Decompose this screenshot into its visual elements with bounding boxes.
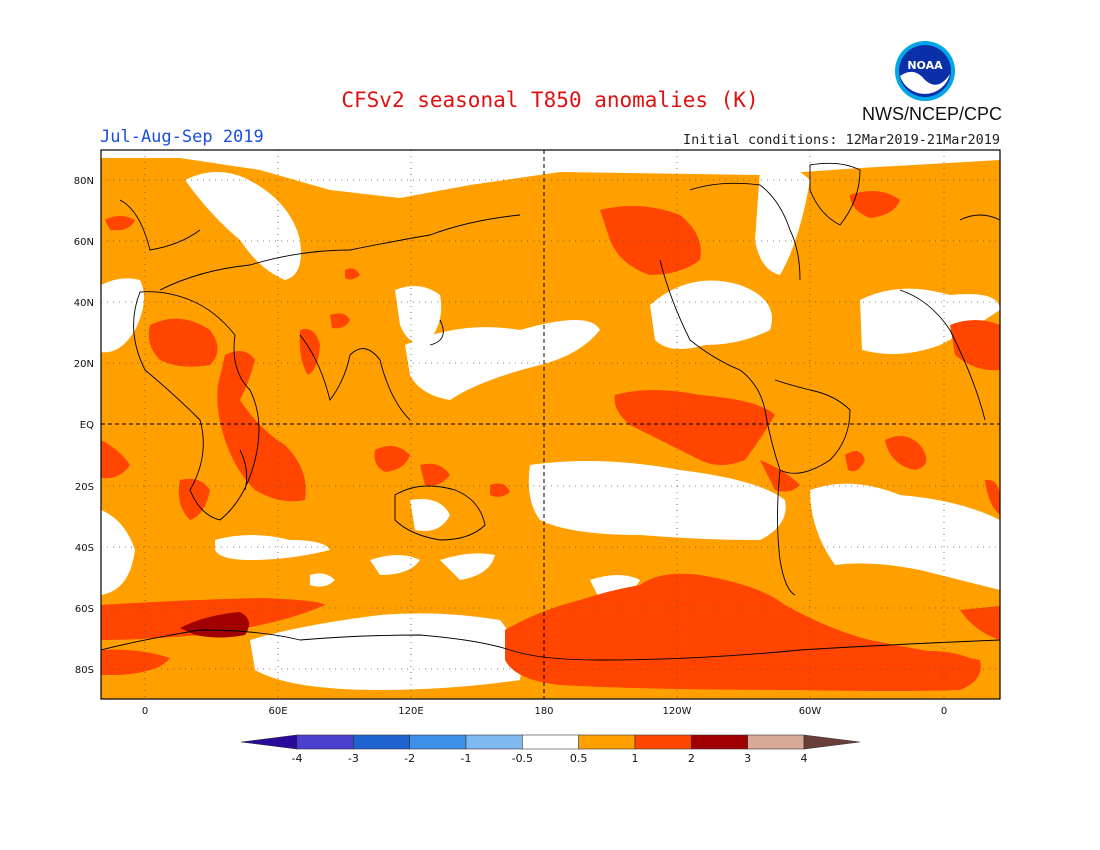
colorbar-swatch [691, 734, 748, 750]
colorbar-label: 2 [688, 752, 695, 765]
moderate-anomaly-regions [101, 191, 1000, 691]
colorbar: -4 -3 -2 -1 -0.5 0.5 1 2 3 4 [240, 734, 861, 765]
lon-tick: 120W [663, 706, 692, 717]
latitude-axis: 80N 60N 40N 20N EQ 20S 40S 60S 80S [74, 176, 94, 676]
logo-text: NOAA [907, 59, 943, 72]
lon-tick: 180 [534, 706, 553, 717]
agency-label: NWS/NCEP/CPC [861, 104, 1002, 124]
lat-tick: 80N [74, 176, 94, 187]
lon-tick: 0 [142, 706, 148, 717]
neutral-regions [101, 150, 1000, 690]
lat-tick: 60N [74, 237, 94, 248]
longitude-axis: 0 60E 120E 180 120W 60W 0 [142, 706, 947, 717]
initial-conditions-label: Initial conditions: 12Mar2019-21Mar2019 [683, 132, 1000, 148]
colorbar-label: 0.5 [570, 752, 588, 765]
colorbar-swatch [578, 734, 636, 750]
lat-tick: 40N [74, 298, 94, 309]
lat-tick: 40S [75, 543, 94, 554]
colorbar-label: -4 [292, 752, 303, 765]
colorbar-min-arrow [240, 734, 298, 750]
colorbar-swatch [353, 734, 410, 750]
colorbar-swatch [465, 734, 523, 750]
colorbar-swatch [296, 734, 354, 750]
noaa-logo-icon: NOAA [895, 41, 955, 101]
coastlines [101, 162, 1000, 661]
lat-tick: EQ [80, 420, 94, 431]
lat-tick: 20S [75, 482, 94, 493]
colorbar-swatch [409, 734, 467, 750]
lat-tick: 20N [74, 359, 94, 370]
lon-tick: 60E [268, 706, 287, 717]
colorbar-label: -1 [461, 752, 472, 765]
lon-tick: 60W [799, 706, 822, 717]
map-frame [100, 149, 1001, 700]
colorbar-swatch [747, 734, 805, 750]
equator-dateline [101, 150, 1000, 699]
colorbar-label: -0.5 [512, 752, 533, 765]
colorbar-label: -3 [348, 752, 359, 765]
colorbar-max-arrow [803, 734, 861, 750]
colorbar-label: 1 [632, 752, 639, 765]
map-title: CFSv2 seasonal T850 anomalies (K) [341, 88, 759, 112]
season-label: Jul-Aug-Sep 2019 [100, 127, 264, 147]
colorbar-swatch [634, 734, 692, 750]
colorbar-label: 4 [801, 752, 808, 765]
lon-tick: 0 [941, 706, 947, 717]
colorbar-label: -2 [404, 752, 415, 765]
lon-tick: 120E [398, 706, 423, 717]
lat-tick: 60S [75, 604, 94, 615]
colorbar-label: 3 [744, 752, 751, 765]
colorbar-swatch [522, 734, 579, 750]
lat-tick: 80S [75, 665, 94, 676]
